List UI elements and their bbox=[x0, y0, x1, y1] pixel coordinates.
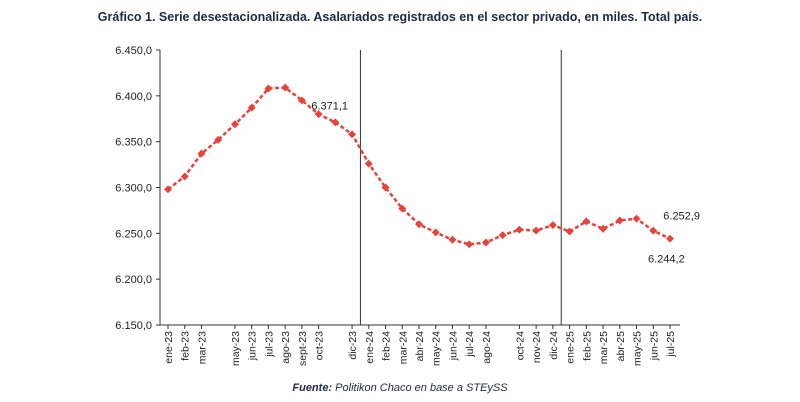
chart-title: Gráfico 1. Serie desestacionalizada. Asa… bbox=[97, 10, 703, 24]
x-tick-label: nov-24 bbox=[531, 331, 543, 363]
data-point bbox=[481, 238, 490, 247]
y-tick-label: 6.450,0 bbox=[115, 45, 152, 57]
x-tick-label: ene-23 bbox=[163, 331, 175, 364]
data-point bbox=[515, 225, 524, 234]
y-tick-label: 6.150,0 bbox=[115, 320, 152, 332]
data-point bbox=[565, 227, 574, 236]
data-label: 6.371,1 bbox=[311, 100, 348, 112]
data-point bbox=[666, 234, 674, 243]
data-point bbox=[582, 217, 591, 226]
data-point bbox=[431, 228, 440, 237]
axes-group bbox=[156, 49, 680, 329]
data-point bbox=[498, 231, 507, 240]
x-tick-label: mar-23 bbox=[196, 331, 208, 364]
x-tick-label: jun-24 bbox=[447, 331, 459, 361]
chart-source: Fuente: Politikon Chaco en base a STEySS bbox=[0, 382, 800, 394]
x-tick-label: feb-23 bbox=[180, 331, 192, 361]
y-tick-label: 6.350,0 bbox=[115, 137, 152, 149]
x-tick-label: feb-25 bbox=[581, 331, 593, 361]
x-tick-label: jul-23 bbox=[263, 331, 275, 358]
y-tick-label: 6.200,0 bbox=[115, 274, 152, 286]
series-group bbox=[164, 83, 674, 249]
x-tick-label: abr-25 bbox=[615, 331, 627, 362]
x-tick-label: oct-24 bbox=[514, 331, 526, 360]
x-tick-label: abr-24 bbox=[414, 331, 426, 362]
x-tick-label: may-23 bbox=[230, 331, 242, 366]
data-label: 6.244,2 bbox=[648, 254, 685, 266]
data-point bbox=[415, 220, 423, 229]
data-point bbox=[649, 226, 658, 235]
data-point bbox=[381, 183, 390, 192]
x-tick-label: ago-23 bbox=[280, 331, 292, 364]
x-tick-label: jul-24 bbox=[464, 331, 476, 358]
data-point bbox=[632, 214, 641, 223]
x-tick-label: ene-25 bbox=[565, 331, 577, 364]
data-point bbox=[599, 224, 608, 233]
x-tick-label: dic-24 bbox=[548, 331, 560, 360]
x-tick-label: ago-24 bbox=[481, 331, 493, 364]
y-tick-label: 6.250,0 bbox=[115, 228, 152, 240]
x-tick-label: mar-24 bbox=[397, 331, 409, 364]
labels-group: 6.150,0 6.200,0 6.250,0 6.300,0 6.350,0 6.400… bbox=[115, 45, 700, 366]
source-text: Politikon Chaco en base a STEySS bbox=[335, 382, 508, 394]
data-point bbox=[615, 216, 624, 225]
data-point bbox=[448, 235, 457, 244]
data-point bbox=[398, 204, 407, 213]
x-tick-label: jun-23 bbox=[247, 331, 259, 361]
x-tick-label: jun-25 bbox=[648, 331, 660, 361]
x-tick-label: dic-23 bbox=[347, 331, 359, 360]
data-point bbox=[180, 172, 189, 181]
data-point bbox=[364, 159, 373, 168]
x-tick-label: sept-23 bbox=[297, 331, 309, 366]
source-label: Fuente: bbox=[292, 382, 333, 394]
data-label: 6.252,9 bbox=[663, 211, 700, 223]
y-tick-label: 6.400,0 bbox=[115, 91, 152, 103]
data-point bbox=[214, 135, 223, 144]
y-tick-label: 6.300,0 bbox=[115, 183, 152, 195]
data-point bbox=[548, 221, 557, 230]
x-tick-label: mar-25 bbox=[598, 331, 610, 364]
x-tick-label: oct-23 bbox=[314, 331, 326, 360]
x-tick-label: ene-24 bbox=[364, 331, 376, 364]
data-point bbox=[465, 240, 474, 249]
x-tick-label: feb-24 bbox=[381, 331, 393, 361]
x-tick-label: may-24 bbox=[431, 331, 443, 366]
data-point bbox=[532, 226, 541, 235]
data-point bbox=[164, 185, 172, 194]
x-tick-label: may-25 bbox=[632, 331, 644, 366]
x-tick-label: jul-25 bbox=[665, 331, 677, 358]
